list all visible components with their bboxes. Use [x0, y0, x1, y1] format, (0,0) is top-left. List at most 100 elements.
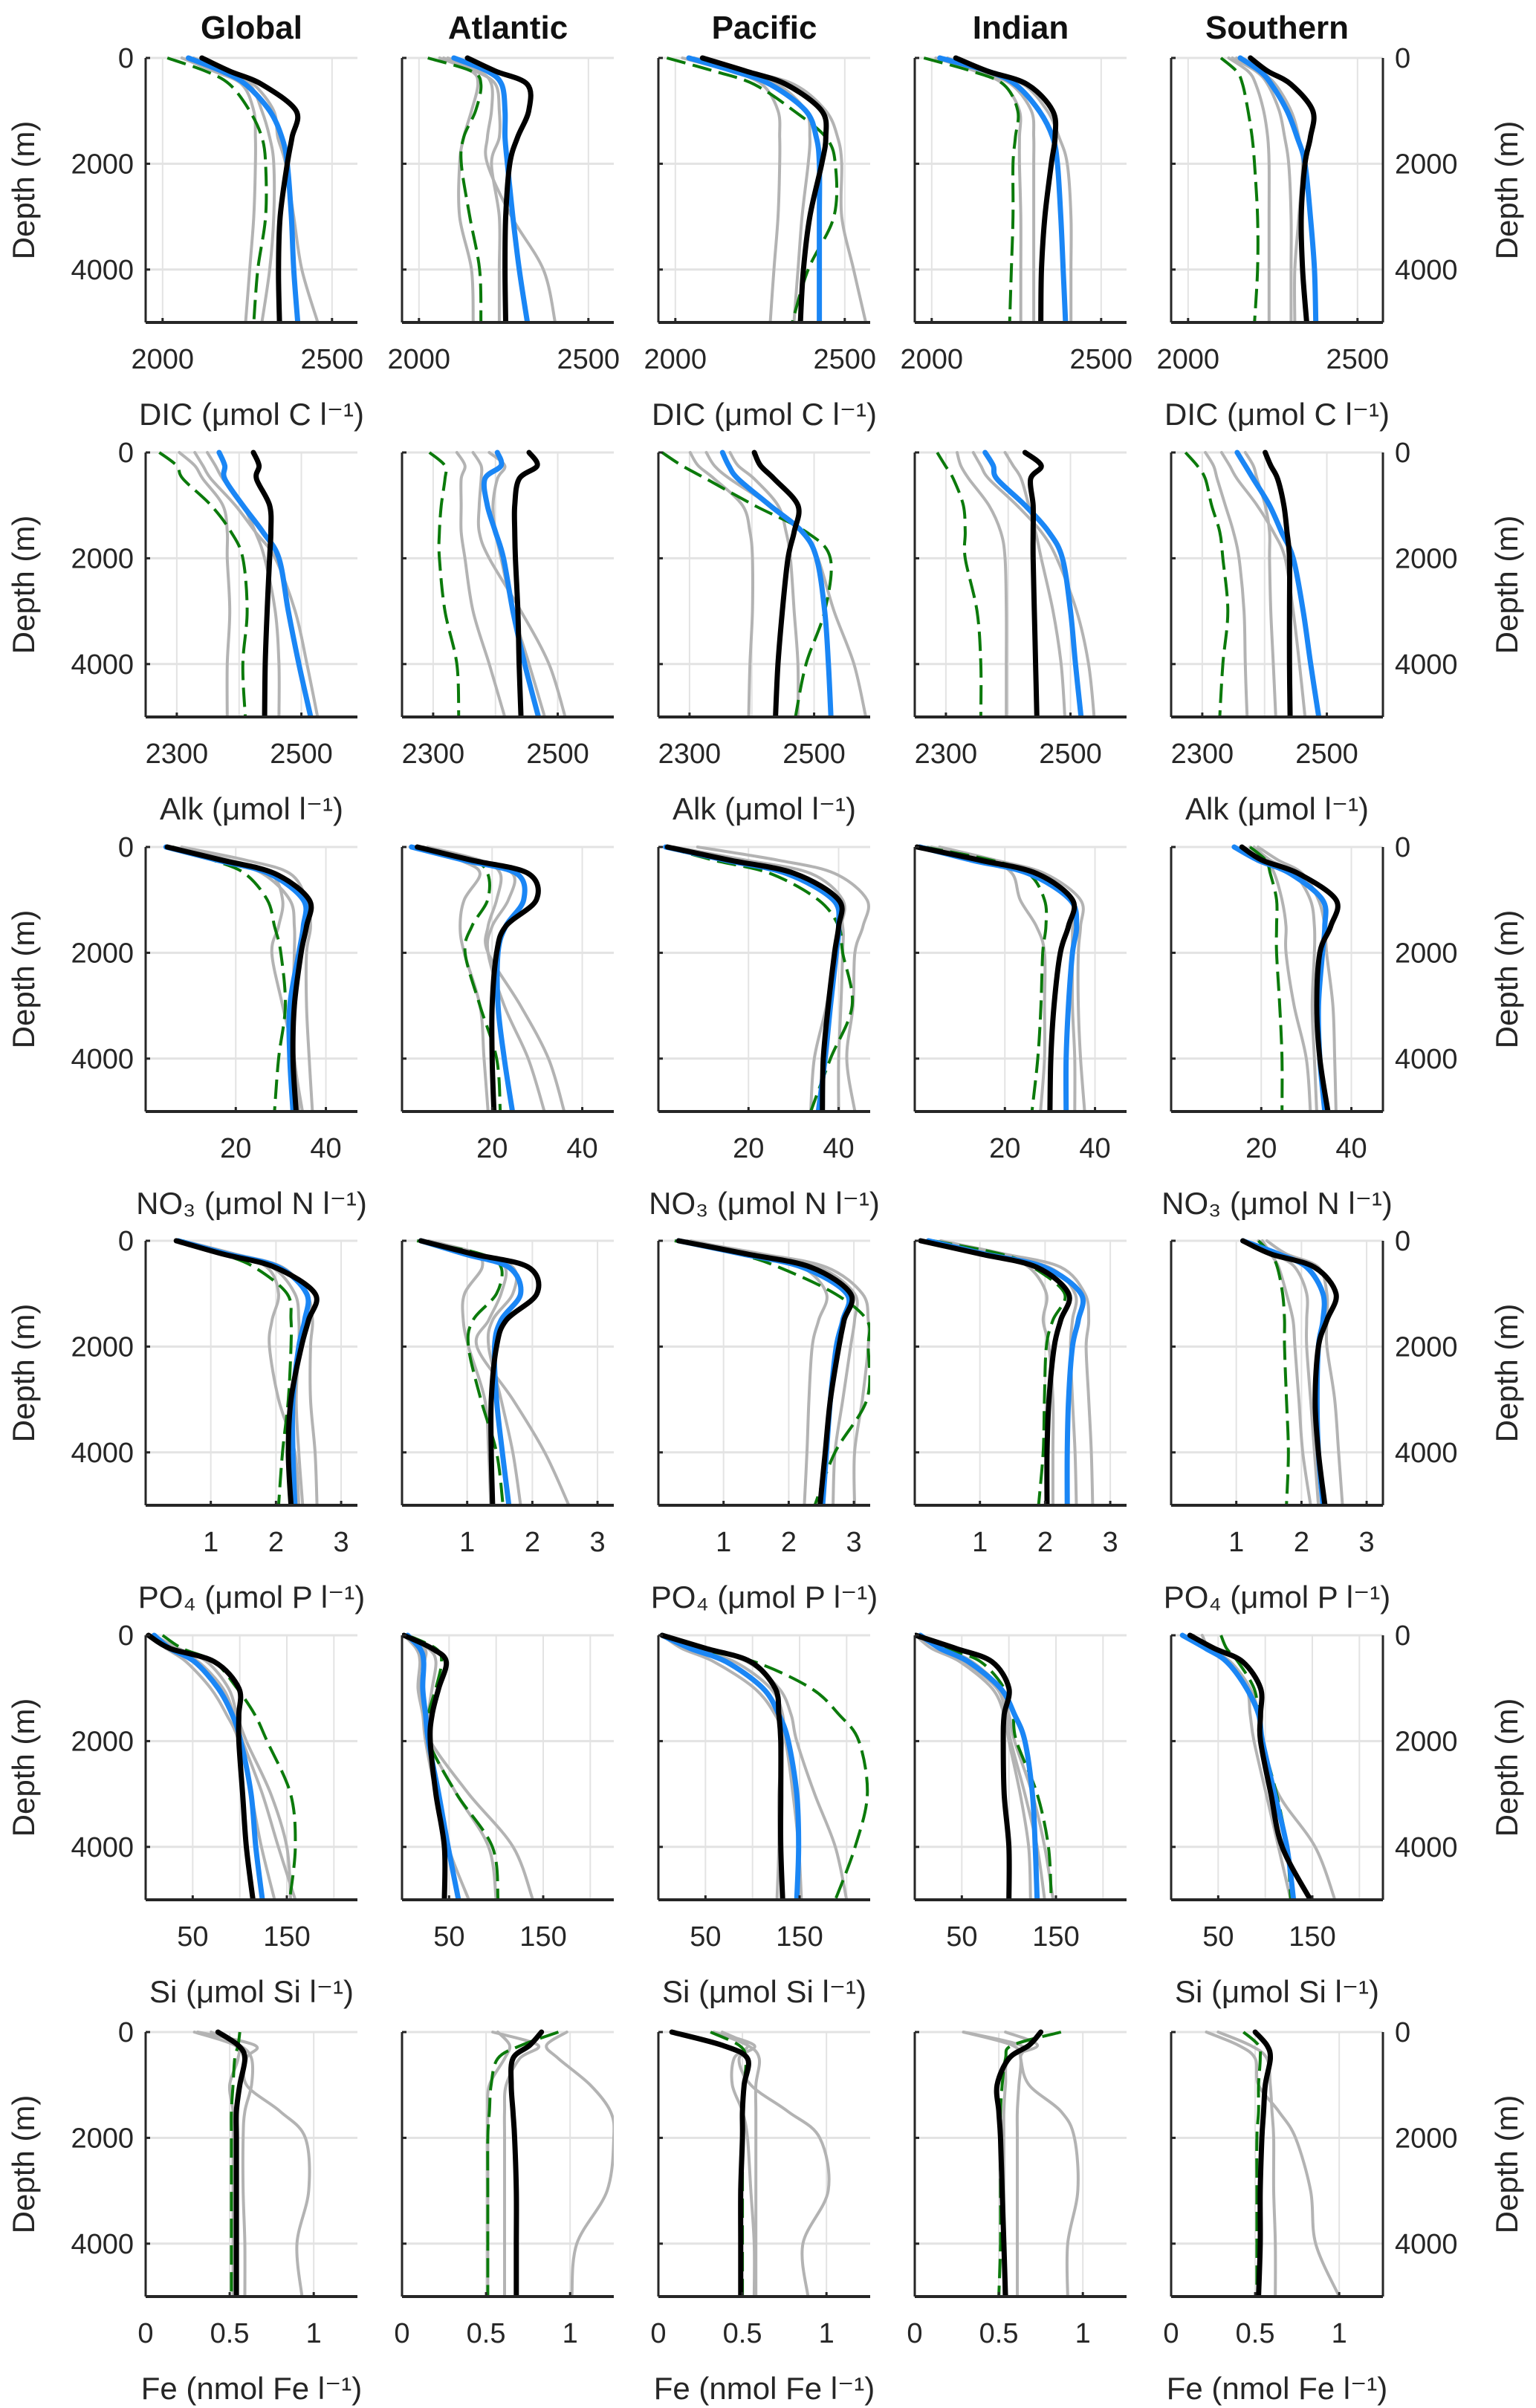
- panel-alk-atlantic: 2300 2500: [401, 450, 614, 770]
- series-gray-line-1: [1204, 451, 1249, 717]
- y-tick-label-right: 2000: [1395, 1331, 1458, 1363]
- panel-si-indian: 50 150: [913, 1632, 1127, 1953]
- panel-fe-indian: 0 0.5 1: [907, 2029, 1127, 2349]
- x-tick-label: 0: [137, 2318, 153, 2349]
- x-axis-label: Si (μmol Si l⁻¹): [149, 1974, 354, 2009]
- x-tick-label: 2500: [301, 344, 364, 375]
- x-tick-label: 0: [907, 2318, 922, 2349]
- series-gray-line-3: [206, 451, 281, 717]
- series-blue-line: [1179, 1632, 1297, 1900]
- profile-lines: [669, 2029, 831, 2297]
- panel-alk-southern: 2300 2500 0 2000 4000 Alk (μmol l⁻¹): [1170, 438, 1458, 826]
- x-tick-label: 0.5: [1236, 2318, 1275, 2349]
- x-tick-label: 2500: [1039, 739, 1102, 770]
- x-axis-label: DIC (μmol C l⁻¹): [1164, 397, 1390, 432]
- series-black-line: [173, 1238, 320, 1505]
- series-gray-line-1: [545, 2031, 614, 2297]
- x-tick-label: 2000: [132, 344, 195, 375]
- region-title-atlantic: Atlantic: [448, 10, 568, 46]
- x-tick-label: 2500: [814, 344, 877, 375]
- series-blue-line: [216, 450, 314, 717]
- x-axis-label: DIC (μmol C l⁻¹): [139, 397, 364, 432]
- x-tick-label: 20: [476, 1133, 508, 1164]
- x-axis-label: Si (μmol Si l⁻¹): [662, 1974, 866, 2009]
- series-black-line: [511, 450, 540, 717]
- x-tick-label: 1: [306, 2318, 322, 2349]
- x-tick-label: 40: [1079, 1133, 1110, 1164]
- series-green-dashed-line: [661, 451, 833, 717]
- x-tick-label: 0: [650, 2318, 666, 2349]
- series-gray-line-1: [1260, 1239, 1312, 1505]
- profile-lines: [416, 1238, 571, 1505]
- y-tick-label-right: 4000: [1395, 1438, 1458, 1469]
- x-tick-label: 2500: [557, 344, 620, 375]
- x-tick-label: 40: [823, 1133, 854, 1164]
- profile-lines: [166, 55, 320, 322]
- panel-fe-global: 0 0.5 1 0 2000 4000 Fe (nmol Fe l⁻¹): [71, 2017, 362, 2406]
- y-tick-label: 4000: [71, 1044, 134, 1075]
- x-tick-label: 2300: [1171, 739, 1234, 770]
- profile-lines: [158, 450, 320, 717]
- x-tick-label: 20: [989, 1133, 1020, 1164]
- series-green-dashed-line: [997, 2031, 1062, 2297]
- series-gray-line-1: [939, 1239, 1055, 1505]
- series-gray-line-1: [915, 1634, 1032, 1900]
- x-tick-label: 1: [1228, 1527, 1244, 1558]
- x-axis-label: PO₄ (μmol P l⁻¹): [138, 1580, 365, 1614]
- series-gray-line-3: [946, 56, 1036, 322]
- x-tick-label: 0.5: [210, 2318, 250, 2349]
- series-gray-line-2: [152, 1634, 293, 1900]
- series-gray-line-1: [180, 56, 257, 322]
- series-gray-line-2: [471, 451, 567, 717]
- x-tick-label: 50: [177, 1921, 208, 1953]
- x-tick-label: 150: [1032, 1921, 1079, 1953]
- series-black-line: [675, 1238, 855, 1505]
- panel-no3-global: 20 40 0 2000 4000 NO₃ (μmol N l⁻¹): [71, 832, 366, 1221]
- series-black-line: [699, 55, 829, 322]
- x-tick-label: 1: [1332, 2318, 1347, 2349]
- x-tick-label: 0: [1163, 2318, 1179, 2349]
- x-tick-label: 2: [781, 1527, 797, 1558]
- profile-lines: [163, 844, 314, 1111]
- panel-si-global: 50 150 0 2000 4000 Si (μmol Si l⁻¹): [71, 1620, 357, 2009]
- series-green-dashed-line: [1248, 846, 1284, 1111]
- profile-lines: [936, 450, 1096, 717]
- series-black-line: [669, 2029, 751, 2297]
- panel-dic-pacific: 2000 2500 DIC (μmol C l⁻¹): [644, 55, 877, 432]
- y-tick-label-right: 0: [1395, 43, 1410, 74]
- y-tick-label-right: 4000: [1395, 2229, 1458, 2260]
- x-tick-label: 3: [1103, 1527, 1118, 1558]
- series-black-line: [659, 1632, 785, 1900]
- y-tick-label-right: 4000: [1395, 255, 1458, 286]
- series-gray-line-1: [956, 451, 1008, 717]
- profile-lines: [663, 844, 870, 1111]
- region-title-pacific: Pacific: [712, 10, 817, 46]
- profile-lines: [962, 2029, 1080, 2297]
- panel-dic-southern: 2000 2500 0 2000 4000 DIC (μmol C l⁻¹): [1157, 43, 1458, 432]
- x-axis-label: DIC (μmol C l⁻¹): [652, 397, 877, 432]
- x-axis-label: NO₃ (μmol N l⁻¹): [136, 1186, 367, 1221]
- series-black-line: [994, 2029, 1044, 2297]
- x-tick-label: 0.5: [467, 2318, 506, 2349]
- profile-lines: [674, 1238, 870, 1505]
- x-tick-label: 1: [716, 1527, 731, 1558]
- series-blue-line: [481, 450, 542, 717]
- series-green-dashed-line: [923, 846, 1049, 1111]
- series-green-dashed-line: [486, 2031, 560, 2297]
- y-axis-label-right: Depth (m): [1489, 1698, 1524, 1837]
- panel-fe-southern: 0 0.5 1 0 2000 4000 Fe (nmol Fe l⁻¹): [1163, 2017, 1457, 2406]
- profile-lines: [192, 2029, 311, 2297]
- series-black-line: [915, 844, 1078, 1111]
- x-tick-label: 2: [268, 1527, 284, 1558]
- x-tick-label: 2: [1294, 1527, 1309, 1558]
- series-black-line: [415, 844, 541, 1111]
- series-blue-line: [405, 1632, 461, 1900]
- series-black-line: [199, 55, 301, 322]
- series-gray-line-1: [688, 451, 754, 717]
- series-gray-line-2: [1216, 2031, 1277, 2297]
- x-tick-label: 2500: [1295, 739, 1358, 770]
- x-tick-label: 50: [1202, 1921, 1234, 1953]
- x-tick-label: 50: [690, 1921, 721, 1953]
- x-tick-label: 2000: [388, 344, 451, 375]
- y-tick-label: 2000: [71, 2123, 134, 2154]
